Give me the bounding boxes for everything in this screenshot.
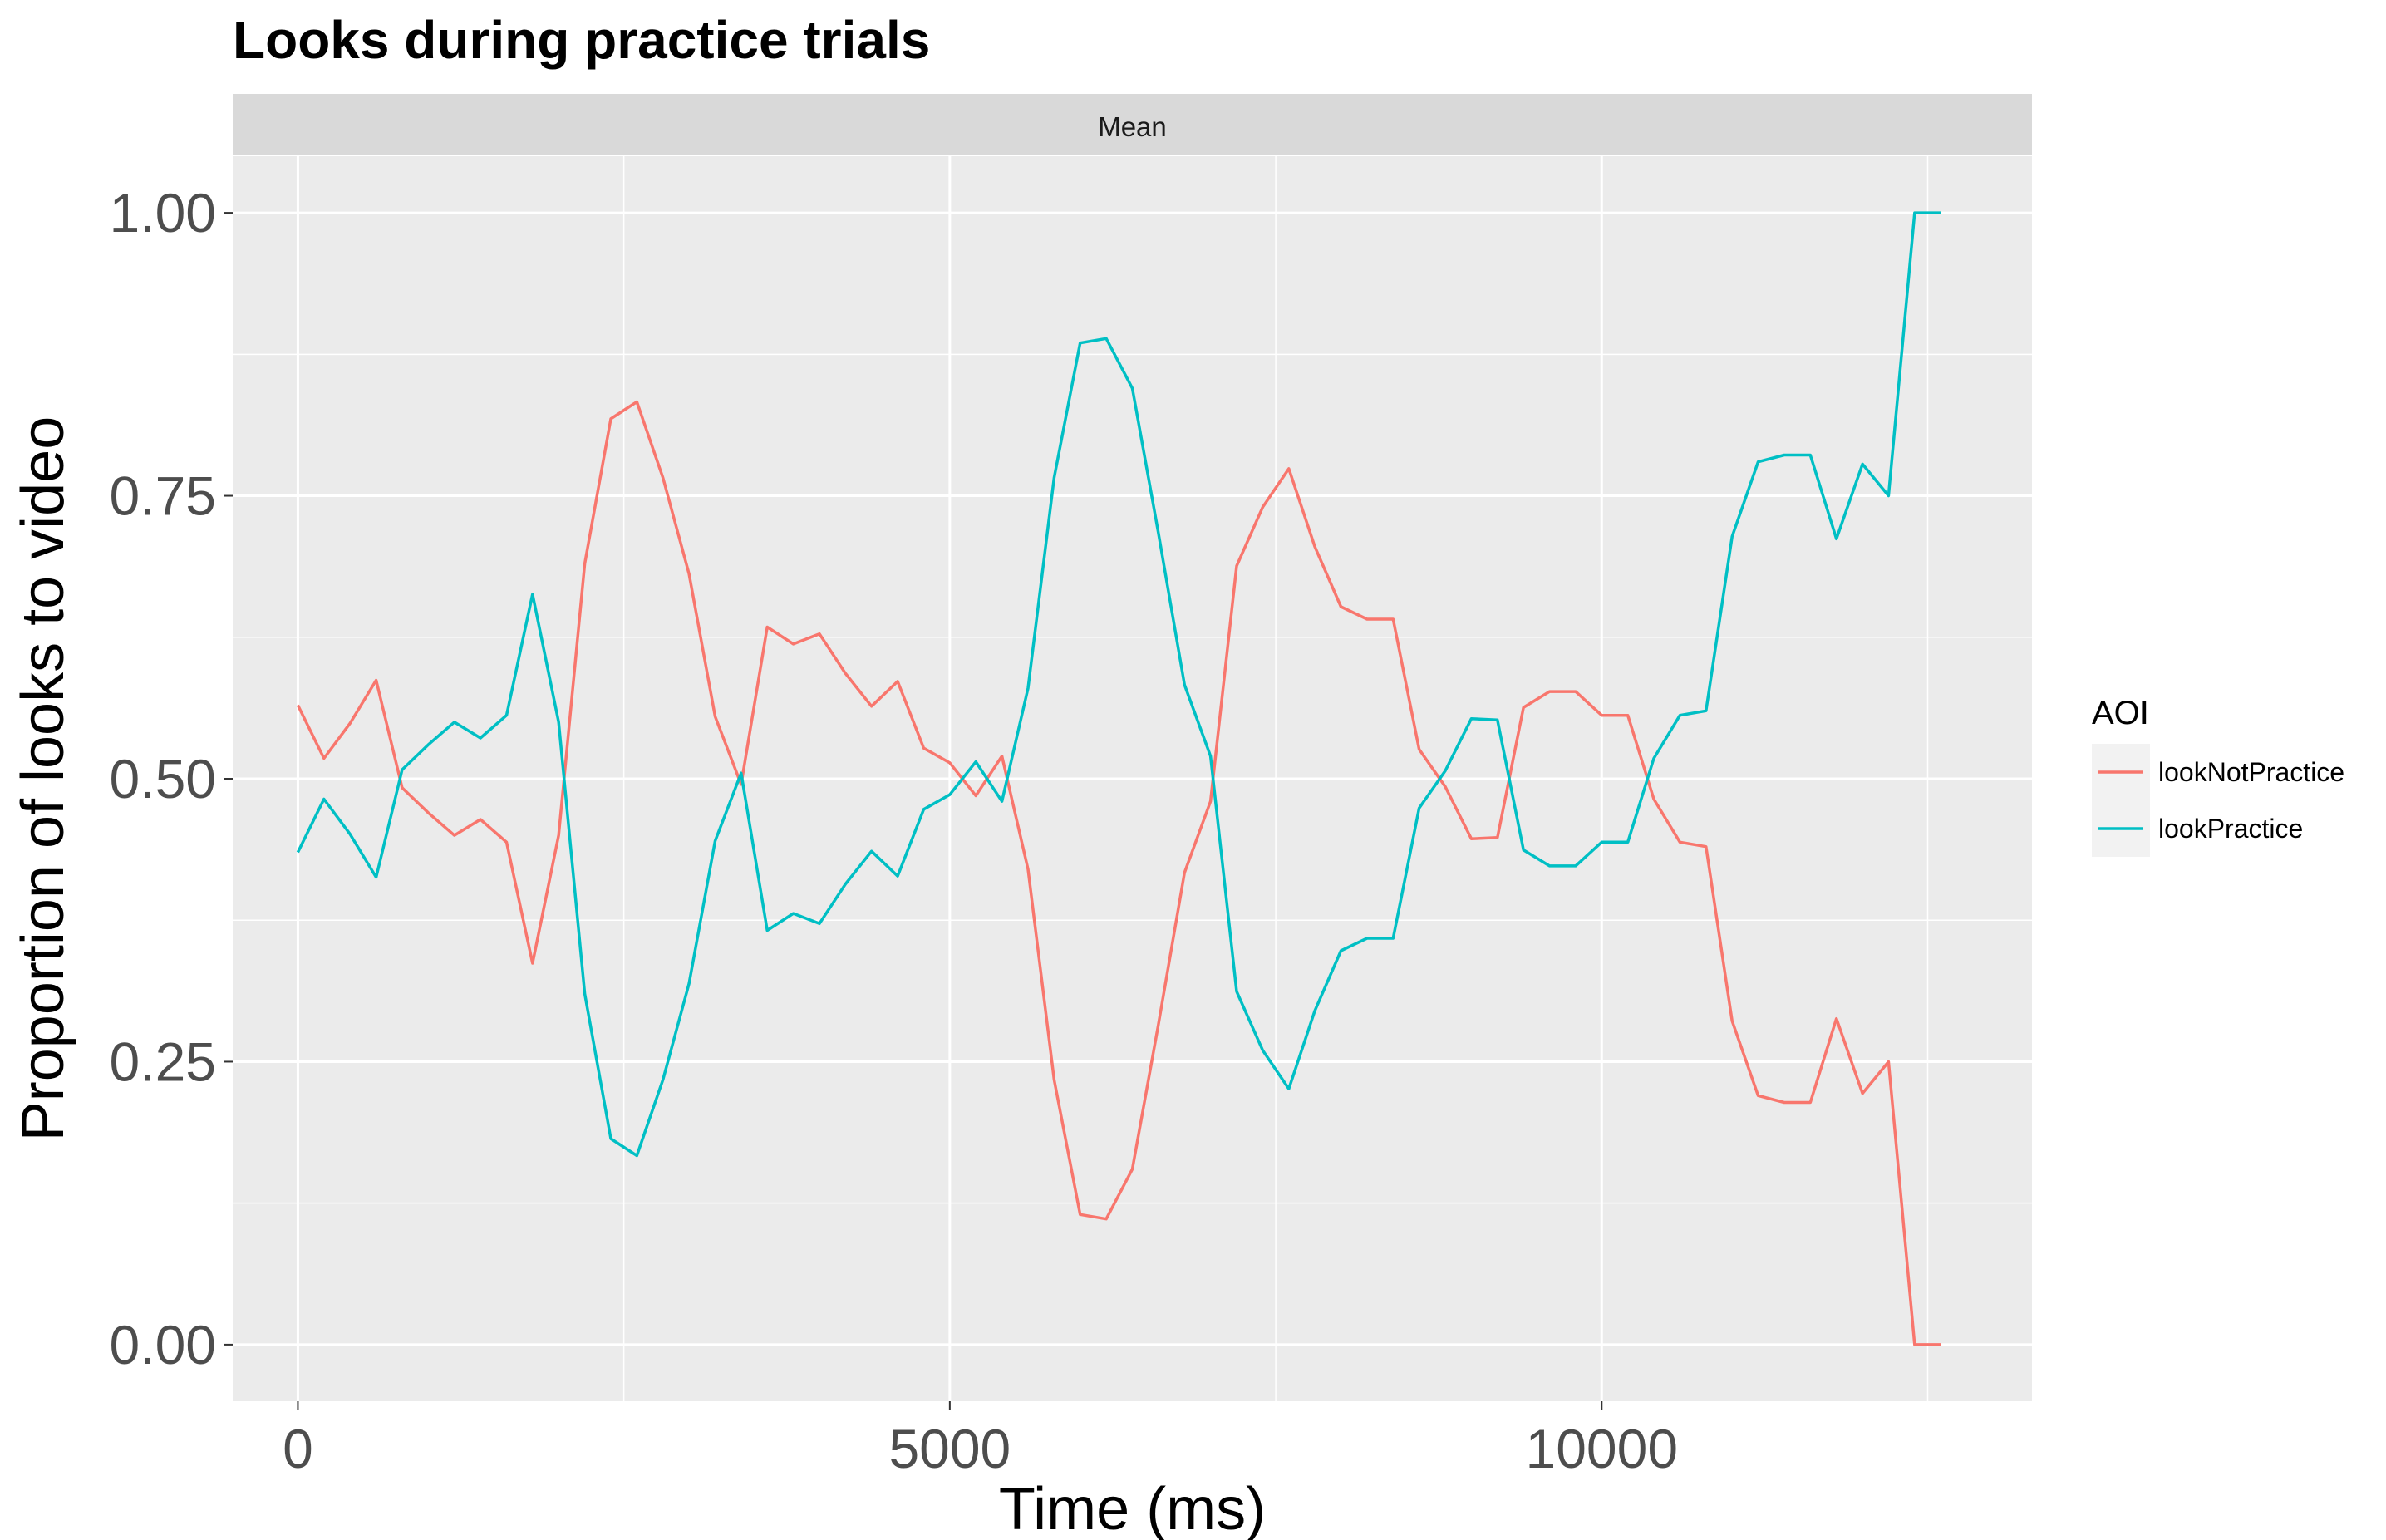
y-tick-label: 0.50 [110,748,216,809]
y-tick-label: 0.00 [110,1314,216,1375]
y-axis-title: Proportion of looks to video [10,416,76,1142]
y-tick-label: 0.25 [110,1031,216,1092]
x-tick-label: 0 [283,1418,313,1479]
major-gridlines [233,156,2032,1401]
x-axis-ticks: 0 5000 10000 [283,1401,1678,1479]
legend-label-lookNotPractice: lookNotPractice [2158,757,2344,787]
x-axis-title: Time (ms) [999,1476,1266,1540]
legend: AOI lookNotPractice lookPractice [2092,695,2344,857]
series-line-lookNotPractice [296,400,1941,1346]
y-axis-ticks: 0.00 0.25 0.50 0.75 1.00 [110,182,233,1375]
facet-strip [233,94,2032,155]
legend-label-lookPractice: lookPractice [2158,814,2303,844]
y-tick-label: 1.00 [110,182,216,244]
chart-title: Looks during practice trials [233,10,930,70]
y-tick-label: 0.75 [110,465,216,527]
x-tick-label: 10000 [1526,1418,1679,1479]
series-line-lookPractice [296,211,1941,1158]
x-tick-label: 5000 [888,1418,1011,1479]
series-lines [296,211,1941,1346]
legend-title: AOI [2092,695,2149,731]
facet-strip-label: Mean [1098,111,1167,142]
